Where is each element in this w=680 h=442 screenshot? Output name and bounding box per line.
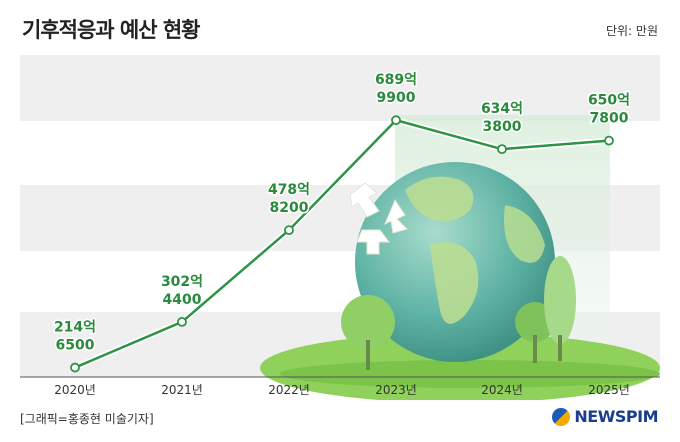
x-tick-label: 2024년 <box>481 383 523 397</box>
series-line <box>73 116 610 371</box>
x-tick-label: 2022년 <box>268 383 310 397</box>
line-chart: 2020년 2021년 2022년 2023년 2024년 2025년 214억 6500 3… <box>20 55 660 400</box>
graphic-credit: [그래픽=홍종현 미술기자] <box>20 412 154 426</box>
data-label: 634억 <box>481 101 523 117</box>
data-label: 478억 <box>268 182 310 198</box>
globe-illustration <box>260 115 660 400</box>
grass-hill-front <box>280 360 660 388</box>
tree-cypress <box>544 256 576 344</box>
data-point <box>391 115 401 126</box>
newspim-logo-icon <box>552 407 571 426</box>
data-label: 6500 <box>56 338 95 354</box>
chart-title: 기후적응과 예산 현황 <box>22 18 201 42</box>
data-label: 214억 <box>54 320 96 336</box>
data-label: 4400 <box>163 292 202 308</box>
data-label: 689억 <box>375 72 417 88</box>
x-tick-label: 2020년 <box>54 383 96 397</box>
data-label: 7800 <box>590 111 629 127</box>
tree-trunk-left <box>366 340 370 370</box>
tree-crown-left <box>341 295 395 349</box>
data-label: 8200 <box>270 200 309 216</box>
globe-continent-east <box>504 205 545 263</box>
data-point <box>70 362 80 373</box>
x-ticks: 2020년 2021년 2022년 2023년 2024년 2025년 <box>54 383 630 397</box>
brand-logo: NEWSPIM <box>552 407 658 426</box>
globe-continent-south <box>430 242 479 324</box>
data-point <box>284 225 294 236</box>
unit-label: 단위: 만원 <box>605 24 658 38</box>
data-label: 9900 <box>377 90 416 106</box>
data-point <box>604 135 614 146</box>
x-tick-label: 2025년 <box>588 383 630 397</box>
data-label: 302억 <box>161 274 203 290</box>
series-points <box>70 115 614 373</box>
data-label: 650억 <box>588 93 630 109</box>
tree-cypress-trunk <box>558 335 562 361</box>
data-label: 3800 <box>483 119 522 135</box>
value-labels: 214억 6500 302억 4400 478억 8200 689억 9900 634억 3800… <box>52 71 631 355</box>
recycle-icon <box>349 182 408 255</box>
background-band <box>20 55 660 121</box>
tree-trunk-right <box>533 335 537 363</box>
globe-continent <box>405 176 474 222</box>
x-tick-label: 2021년 <box>161 383 203 397</box>
x-tick-label: 2023년 <box>375 383 417 397</box>
brand-name: NEWSPIM <box>574 407 658 426</box>
series-line-path <box>74 118 610 369</box>
data-point <box>177 316 187 327</box>
data-point <box>497 144 507 155</box>
